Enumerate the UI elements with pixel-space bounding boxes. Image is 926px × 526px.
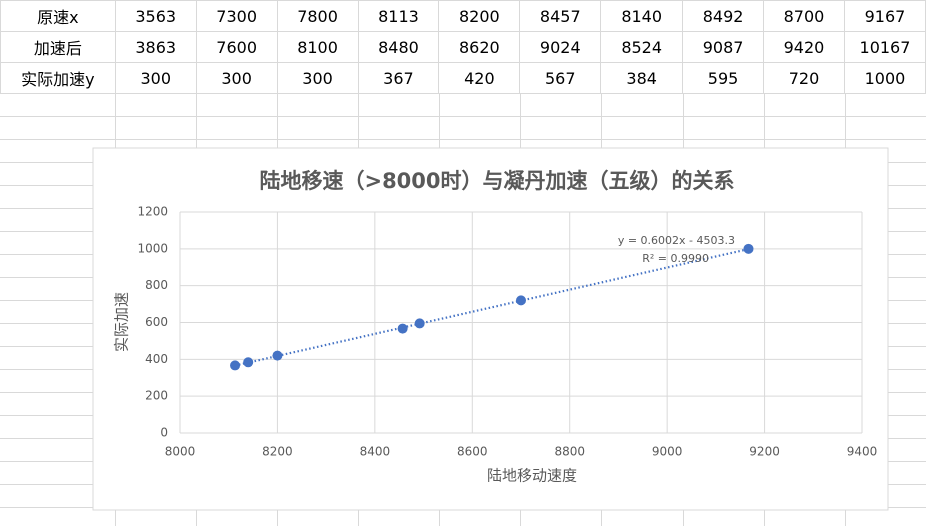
x-axis-label: 陆地移动速度 (487, 467, 577, 485)
table-cell[interactable]: 8480 (357, 31, 440, 63)
table-cell[interactable]: 367 (357, 62, 440, 94)
table-cell[interactable]: 1000 (843, 62, 926, 94)
y-tick-label: 1000 (137, 241, 168, 255)
data-point (516, 295, 526, 306)
table-cell[interactable]: 420 (438, 62, 521, 94)
data-point (743, 243, 754, 254)
x-tick-label: 8400 (360, 445, 391, 459)
table-cell[interactable]: 8492 (682, 0, 765, 32)
table-cell[interactable]: 实际加速y (0, 62, 116, 94)
table-row: 原速x 3563 7300 7800 8113 8200 8457 8140 8492 8700 9… (0, 0, 926, 32)
y-tick-label: 800 (145, 278, 168, 292)
data-point (397, 323, 408, 334)
trendline-r2: R² = 0.9990 (642, 252, 709, 265)
y-tick-label: 0 (160, 426, 168, 440)
x-tick-label: 8200 (262, 445, 293, 459)
table-cell[interactable]: 7300 (195, 0, 278, 32)
chart-area (92, 147, 889, 511)
data-point (272, 350, 283, 361)
data-point (230, 360, 241, 371)
x-tick-label: 9200 (749, 445, 780, 459)
table-cell[interactable]: 300 (195, 62, 278, 94)
y-tick-label: 200 (145, 389, 168, 403)
table-cell[interactable]: 8620 (438, 31, 521, 63)
table-cell[interactable]: 3863 (114, 31, 197, 63)
table-cell[interactable]: 595 (682, 62, 765, 94)
y-axis-label: 实际加速 (113, 292, 131, 352)
table-cell[interactable]: 8457 (519, 0, 602, 32)
data-point (414, 318, 425, 329)
table-cell[interactable]: 300 (114, 62, 197, 94)
table-cell[interactable]: 9087 (682, 31, 765, 63)
table-cell[interactable]: 9024 (519, 31, 602, 63)
data-table: 原速x 3563 7300 7800 8113 8200 8457 8140 8492 8700 9… (0, 0, 926, 94)
x-tick-label: 9400 (847, 445, 878, 459)
table-cell[interactable]: 原速x (0, 0, 116, 32)
table-cell[interactable]: 8113 (357, 0, 440, 32)
table-row: 实际加速y 300 300 300 367 420 567 384 595 720 1000 (0, 62, 926, 94)
table-cell[interactable]: 384 (600, 62, 684, 94)
table-cell[interactable]: 8700 (763, 0, 845, 32)
x-tick-label: 9000 (652, 445, 683, 459)
table-cell[interactable]: 7600 (195, 31, 278, 63)
table-cell[interactable]: 567 (519, 62, 602, 94)
table-cell[interactable]: 加速后 (0, 31, 116, 63)
data-point (243, 357, 254, 368)
trendline-equation: y = 0.6002x - 4503.3 (618, 234, 735, 247)
x-tick-label: 8600 (457, 445, 488, 459)
table-cell[interactable]: 8200 (438, 0, 521, 32)
table-row: 加速后 3863 7600 8100 8480 8620 9024 8524 9087 9420 1… (0, 31, 926, 63)
table-cell[interactable]: 10167 (843, 31, 926, 63)
table-cell[interactable]: 300 (276, 62, 359, 94)
y-tick-label: 400 (145, 352, 168, 366)
x-tick-label: 8800 (554, 445, 585, 459)
x-tick-label: 8000 (165, 445, 196, 459)
table-cell[interactable]: 3563 (114, 0, 197, 32)
chart-title: 陆地移速（>8000时）与凝丹加速（五级）的关系 (259, 169, 734, 193)
table-cell[interactable]: 9167 (843, 0, 926, 32)
y-tick-label: 1200 (137, 205, 168, 219)
table-cell[interactable]: 720 (763, 62, 845, 94)
y-tick-label: 600 (145, 315, 168, 329)
